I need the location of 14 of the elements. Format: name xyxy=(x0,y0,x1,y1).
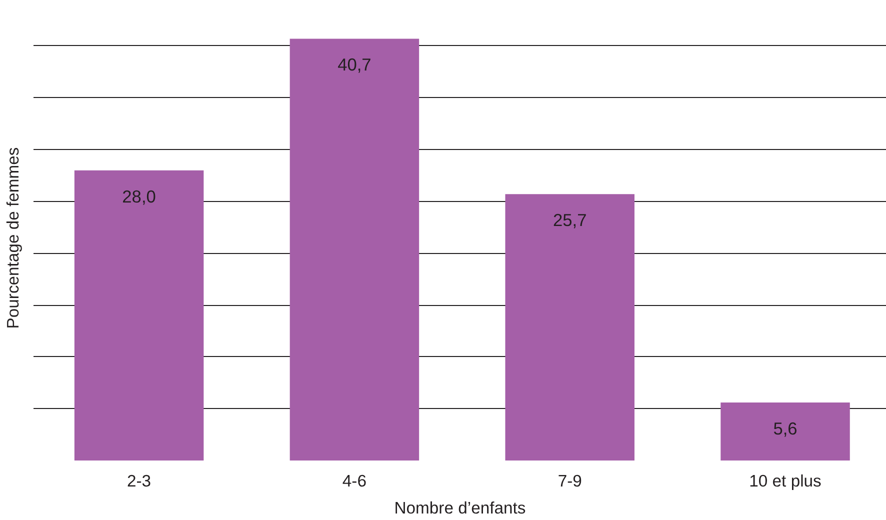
x-tick-label: 4-6 xyxy=(342,472,366,490)
data-label: 28,0 xyxy=(122,186,156,206)
data-label: 25,7 xyxy=(552,210,587,230)
data-label: 40,7 xyxy=(338,54,372,75)
bar xyxy=(74,170,204,460)
bar xyxy=(505,194,634,460)
x-tick-label: 2-3 xyxy=(127,472,152,490)
bar xyxy=(290,38,420,460)
x-tick-label: 7-9 xyxy=(558,472,582,490)
x-axis-title: Nombre d’enfants xyxy=(394,498,526,518)
data-label: 5,6 xyxy=(773,418,798,438)
x-tick-label: 10 et plus xyxy=(749,472,822,490)
y-axis-title: Pourcentage de femmes xyxy=(4,147,22,329)
bar xyxy=(720,402,850,460)
